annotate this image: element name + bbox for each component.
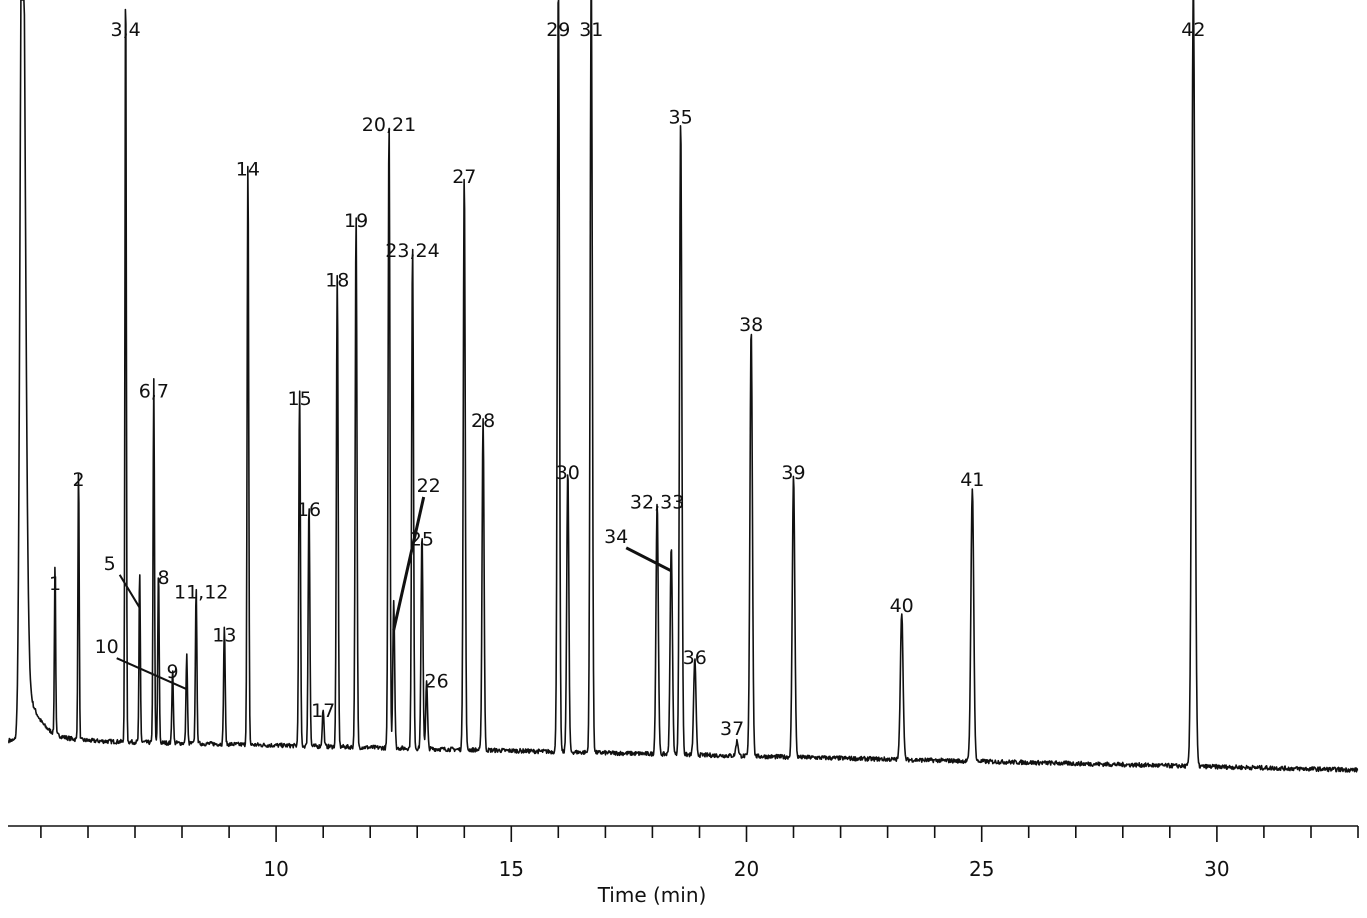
peak-label: 20,21	[362, 114, 416, 136]
plot-area: 1 2 3,4 5 6,7 8 9 10 11,12 13 14 15 16 17 18 19 20,21 22 2…	[8, 0, 1359, 773]
peak-label: 38	[739, 314, 763, 336]
peak-label: 30	[556, 462, 580, 484]
peak-label: 23,24	[385, 240, 439, 262]
x-tick-label: 15	[499, 857, 524, 881]
x-ticks: 10 15 20 25 30	[40, 826, 1359, 881]
leader-line	[118, 574, 141, 609]
x-axis-label: Time (min)	[597, 883, 707, 907]
peak-label: 31	[579, 19, 603, 41]
peak-labels: 1 2 3,4 5 6,7 8 9 10 11,12 13 14 15 16 17 18 19 20,21 22 2…	[49, 19, 1206, 740]
peak-label: 10	[95, 636, 119, 658]
peak-label: 14	[236, 158, 260, 180]
peak-label: 13	[212, 625, 236, 647]
peak-label: 27	[452, 166, 476, 188]
peak-label: 8	[157, 567, 169, 589]
leader-line	[116, 657, 188, 691]
leader-line	[625, 546, 672, 573]
x-tick-label: 30	[1204, 857, 1229, 881]
peak-label: 5	[104, 553, 116, 575]
peak-label: 32,33	[630, 491, 684, 513]
peak-label: 29	[546, 19, 570, 41]
peak-label: 19	[344, 210, 368, 232]
peak-label: 42	[1181, 19, 1205, 41]
peak-label: 9	[167, 661, 179, 683]
x-tick-label: 10	[263, 857, 288, 881]
x-axis: 10 15 20 25 30 Time (min)	[8, 825, 1359, 907]
leader-lines	[116, 496, 672, 691]
peak-label: 2	[73, 469, 85, 491]
peak-label: 16	[297, 499, 321, 521]
peak-label: 40	[890, 595, 914, 617]
peak-label: 39	[781, 462, 805, 484]
peak-label: 22	[417, 475, 441, 497]
peak-label: 35	[669, 107, 693, 129]
leader-line	[392, 496, 426, 631]
peak-label: 37	[720, 718, 744, 740]
peak-label: 15	[288, 388, 312, 410]
peak-label: 18	[325, 269, 349, 291]
peak-label: 11,12	[174, 582, 228, 604]
peak-label: 26	[425, 670, 449, 692]
peak-label: 34	[604, 526, 628, 548]
x-tick-label: 20	[734, 857, 759, 881]
peak-label: 3,4	[110, 19, 140, 41]
peak-label: 28	[471, 410, 495, 432]
peak-label: 6,7	[139, 380, 169, 402]
peak-label: 36	[683, 647, 707, 669]
peak-label: 17	[311, 700, 335, 722]
x-tick-label: 25	[969, 857, 994, 881]
peak-label: 41	[960, 469, 984, 491]
chromatogram-trace	[8, 0, 1359, 773]
peak-label: 1	[49, 573, 61, 595]
